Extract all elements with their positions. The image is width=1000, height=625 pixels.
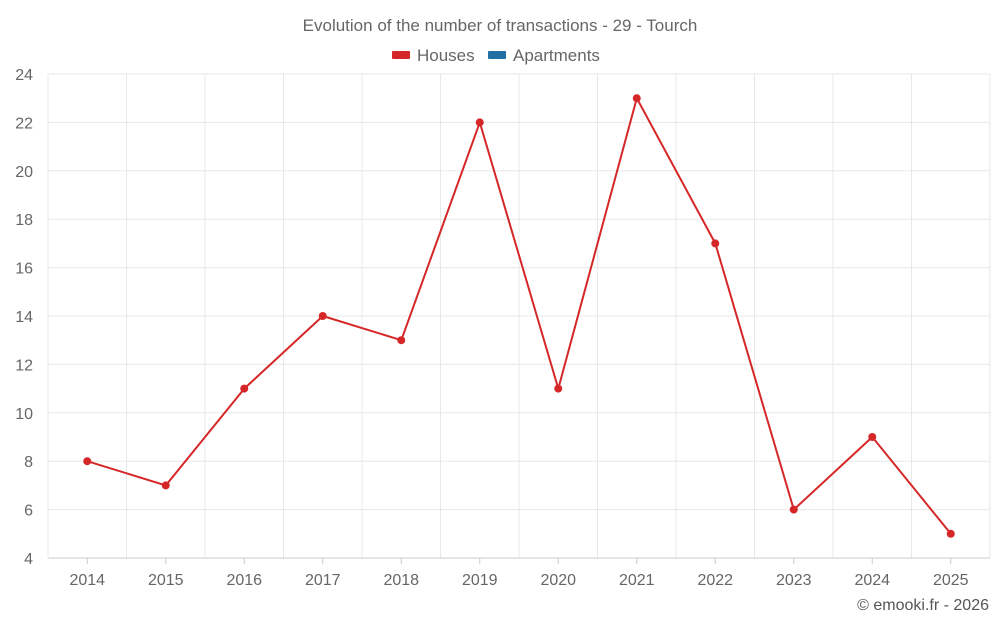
y-tick-label: 22 [15,115,33,132]
series-line-houses [87,97,952,535]
x-tick-label: 2020 [540,572,576,589]
x-tick-label: 2023 [776,572,812,589]
data-point-houses-2024[interactable] [868,433,877,441]
series-layer [83,94,955,538]
x-tick-label: 2025 [933,572,969,589]
x-tick-label: 2024 [854,572,890,589]
data-point-houses-2025[interactable] [946,529,955,538]
y-tick-label: 16 [15,261,33,278]
data-point-houses-2021[interactable] [632,94,641,103]
data-point-houses-2019[interactable] [475,118,484,127]
x-tick-label: 2017 [305,572,341,589]
legend-swatch-apartments [488,51,506,59]
x-tick-label: 2021 [619,572,655,589]
legend-label-houses: Houses [417,46,475,65]
y-tick-label: 8 [24,454,33,471]
data-point-houses-2014[interactable] [83,457,92,466]
legend-item-houses[interactable]: Houses [392,46,475,65]
chart-title: Evolution of the number of transactions … [303,16,698,35]
data-point-houses-2020[interactable] [554,384,563,393]
x-tick-label: 2018 [383,572,419,589]
y-tick-label: 12 [15,357,33,374]
y-tick-label: 20 [15,164,33,181]
data-point-houses-2022[interactable] [711,239,720,248]
x-tick-label: 2014 [69,572,105,589]
y-tick-label: 18 [15,212,33,229]
legend: Houses Apartments [392,46,600,65]
x-tick-label: 2016 [226,572,262,589]
data-point-houses-2015[interactable] [161,481,170,490]
y-tick-label: 14 [15,309,33,326]
legend-item-apartments[interactable]: Apartments [488,46,600,65]
data-point-houses-2023[interactable] [789,505,798,514]
y-tick-label: 4 [24,551,33,568]
y-tick-label: 6 [24,503,33,520]
x-tick-label: 2022 [697,572,733,589]
data-point-houses-2018[interactable] [397,336,406,345]
legend-swatch-houses [392,51,410,59]
legend-label-apartments: Apartments [513,46,600,65]
y-tick-label: 10 [15,406,33,423]
data-point-houses-2016[interactable] [240,384,249,393]
y-tick-label: 24 [15,67,33,84]
x-tick-label: 2019 [462,572,498,589]
credit-text: © emooki.fr - 2026 [857,597,989,614]
x-tick-label: 2015 [148,572,184,589]
grid [47,73,991,558]
data-point-houses-2017[interactable] [318,312,327,320]
